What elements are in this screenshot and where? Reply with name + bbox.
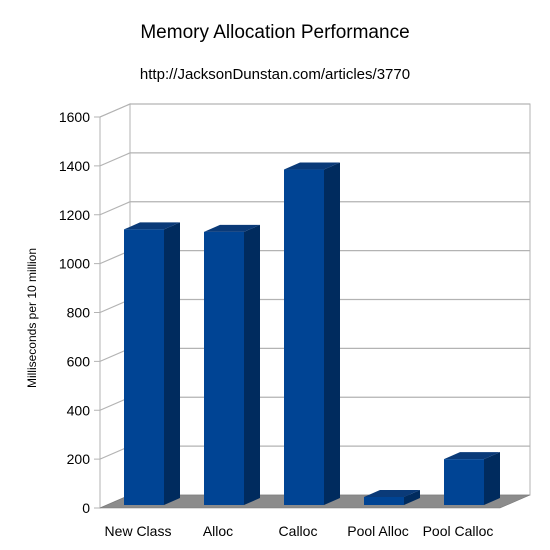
y-tick-label: 1400	[59, 158, 90, 174]
bar-top	[204, 224, 260, 232]
gridline	[99, 201, 530, 216]
bar-side	[244, 224, 260, 505]
y-tick-label: 0	[82, 500, 90, 516]
bar-side	[164, 222, 180, 505]
bar	[124, 229, 164, 505]
bar-top	[124, 222, 180, 230]
gridline	[99, 103, 530, 118]
x-tick-label: Alloc	[203, 523, 233, 539]
bar	[284, 169, 324, 505]
x-tick-label: Pool Calloc	[423, 523, 494, 539]
bar	[444, 459, 484, 505]
bar-side	[484, 452, 500, 505]
y-tick-label: 1200	[59, 207, 90, 223]
y-tick-label: 1600	[59, 109, 90, 125]
y-tick-label: 600	[67, 353, 91, 369]
bar-top	[364, 490, 420, 498]
x-tick-label: Pool Alloc	[347, 523, 408, 539]
bar-side	[404, 490, 420, 505]
bar	[204, 231, 244, 505]
x-tick-label: New Class	[105, 523, 172, 539]
y-tick-label: 800	[67, 305, 91, 321]
bar-top	[444, 452, 500, 460]
gridline	[99, 152, 530, 167]
bar-side	[324, 162, 340, 505]
bar-top	[284, 162, 340, 170]
chart-subtitle: http://JacksonDunstan.com/articles/3770	[139, 66, 411, 83]
x-tick-label: Calloc	[279, 523, 318, 539]
y-tick-label: 400	[67, 402, 91, 418]
y-tick-label: 1000	[59, 256, 90, 272]
bar	[364, 497, 404, 505]
chart-title: Memory Allocation Performance	[140, 22, 410, 43]
y-tick-label: 200	[67, 451, 91, 467]
